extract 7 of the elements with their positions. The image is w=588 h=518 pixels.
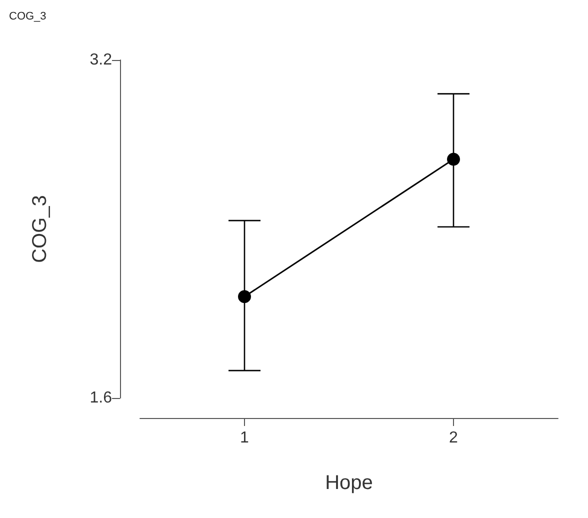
- y-tick-label: 1.6: [90, 390, 112, 406]
- x-tick-label: 1: [240, 430, 250, 446]
- y-axis-title: COG_3: [29, 195, 51, 263]
- x-tick-label: 2: [449, 430, 458, 446]
- text: COG_3: [9, 10, 46, 22]
- x-axis-title: Hope: [325, 472, 373, 494]
- y-tick-label: 3.2: [90, 52, 112, 68]
